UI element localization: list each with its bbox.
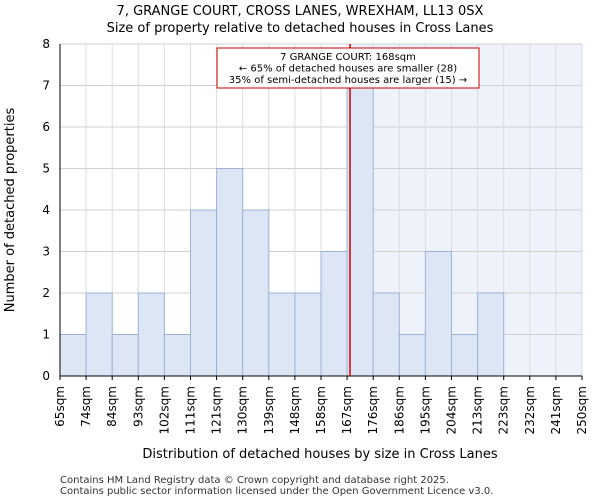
x-tick-label: 158sqm — [314, 386, 328, 434]
x-tick-label: 130sqm — [236, 386, 250, 434]
y-axis-label: Number of detached properties — [3, 108, 18, 313]
x-tick-label: 121sqm — [210, 386, 224, 434]
x-tick-label: 195sqm — [418, 386, 432, 434]
bar — [346, 85, 374, 377]
bar — [216, 168, 244, 377]
x-tick-label: 204sqm — [445, 386, 459, 434]
bar — [320, 251, 348, 377]
y-tick-label: 3 — [42, 245, 50, 259]
annotation-box — [216, 47, 480, 89]
plot-area: 0 1 2 3 4 5 6 7 8 65sqm 74sqm 84sqm 93sqm 102sqm 111sq… — [42, 37, 589, 434]
x-tick-label: 148sqm — [288, 386, 302, 434]
bar — [372, 292, 400, 377]
bar — [477, 292, 505, 377]
y-tick-label: 6 — [42, 120, 50, 134]
x-tick-label: 176sqm — [366, 386, 380, 434]
bar — [59, 334, 87, 377]
x-tick-label: 167sqm — [340, 386, 354, 434]
x-tick-label: 93sqm — [131, 386, 145, 427]
bar — [85, 292, 113, 377]
y-tick-label: 0 — [42, 369, 50, 383]
x-tick-label: 213sqm — [471, 386, 485, 434]
bar — [242, 209, 270, 377]
chart-title: 7, GRANGE COURT, CROSS LANES, WREXHAM, L… — [117, 4, 484, 19]
x-tick-label: 232sqm — [523, 386, 537, 434]
bar — [190, 209, 218, 377]
bar — [163, 334, 191, 377]
annotation-text: ← 65% of detached houses are smaller (28… — [239, 64, 457, 75]
annotation-text: 7 GRANGE COURT: 168sqm — [280, 52, 416, 63]
bar — [137, 292, 165, 377]
bar — [424, 251, 452, 377]
bar — [268, 292, 296, 377]
x-tick-label: 84sqm — [105, 386, 119, 427]
x-tick-label: 223sqm — [497, 386, 511, 434]
x-tick-label: 111sqm — [184, 386, 198, 434]
x-tick-label: 139sqm — [262, 386, 276, 434]
footer-licence: Contains public sector information licen… — [60, 486, 493, 497]
y-tick-label: 4 — [42, 203, 50, 217]
chart-subtitle: Size of property relative to detached ho… — [107, 21, 494, 36]
bar — [111, 334, 139, 377]
footer-attribution: Contains HM Land Registry data © Crown c… — [60, 475, 449, 486]
y-tick-label: 8 — [42, 37, 50, 51]
x-tick-label: 102sqm — [157, 386, 171, 434]
y-tick-label: 7 — [42, 79, 50, 93]
bar — [294, 292, 322, 377]
x-axis-label: Distribution of detached houses by size … — [142, 447, 497, 462]
bar — [398, 334, 426, 377]
x-tick-label: 241sqm — [549, 386, 563, 434]
bar — [451, 334, 479, 377]
y-tick-label: 1 — [42, 328, 50, 342]
annotation-text: 35% of semi-detached houses are larger (… — [229, 75, 467, 86]
y-tick-label: 5 — [42, 162, 50, 176]
x-tick-label: 65sqm — [53, 386, 67, 427]
x-tick-label: 250sqm — [575, 386, 589, 434]
y-tick-label: 2 — [42, 286, 50, 300]
x-tick-label: 186sqm — [392, 386, 406, 434]
x-tick-label: 74sqm — [79, 386, 93, 427]
